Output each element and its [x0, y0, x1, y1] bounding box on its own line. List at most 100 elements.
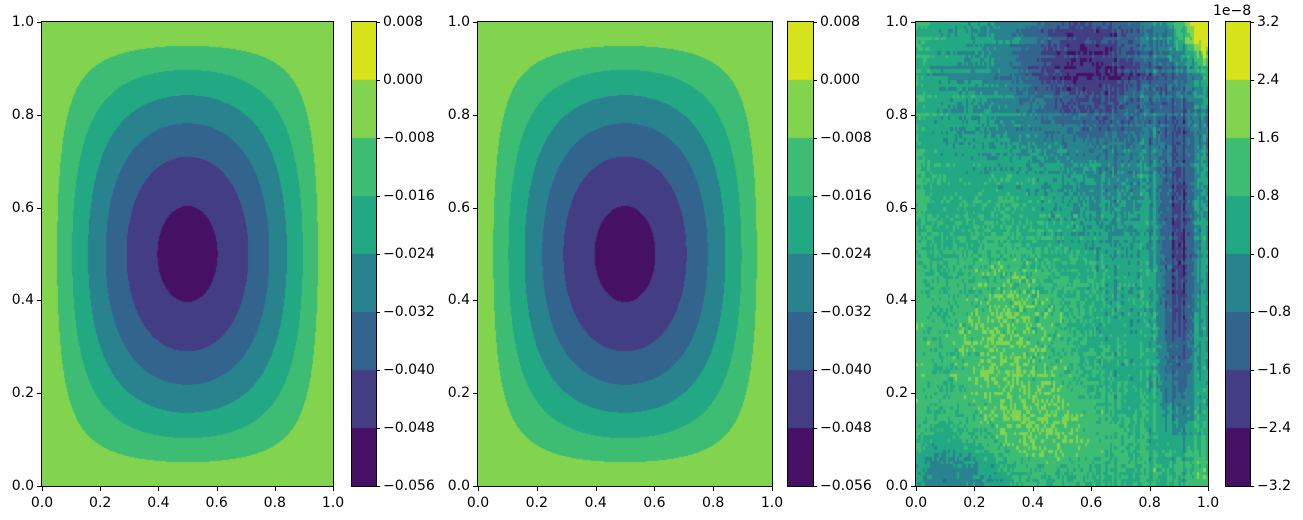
y-tick-mark — [911, 393, 915, 395]
y-tick-label: 0.4 — [11, 292, 34, 309]
colorbar-tick-mark — [376, 312, 380, 313]
y-tick-label: 0.2 — [885, 385, 908, 402]
y-tick-label: 1.0 — [11, 14, 34, 30]
colorbar-tick-mark — [1250, 370, 1254, 371]
x-tick-label: 0.8 — [263, 495, 286, 511]
colorbar-tick-mark — [813, 370, 817, 371]
y-tick-mark — [911, 300, 915, 302]
x-tick-mark — [974, 487, 976, 491]
colorbar-tick-mark — [813, 312, 817, 313]
y-tick-label: 0.6 — [885, 199, 908, 216]
y-tick-mark — [911, 22, 915, 23]
y-tick-label: 0.6 — [11, 199, 34, 216]
colorbar-tick-mark — [813, 486, 817, 487]
x-tick-label: 0.4 — [1021, 495, 1044, 511]
y-tick-mark — [473, 486, 477, 487]
colorbar-tick-label: −0.024 — [383, 246, 435, 262]
x-tick-label: 1.0 — [1196, 495, 1220, 511]
colorbar-tick-mark — [1250, 486, 1254, 487]
colorbar-tick-label: 0.000 — [383, 72, 424, 88]
y-tick-mark — [473, 207, 477, 209]
x-tick-label: 0.0 — [466, 495, 490, 511]
x-tick-label: 1.0 — [321, 495, 345, 511]
x-tick-mark — [654, 487, 656, 491]
colorbar-tick-mark — [1250, 254, 1254, 255]
x-tick-label: 0.8 — [702, 495, 725, 511]
x-tick-mark — [216, 487, 218, 491]
x-tick-label: 0.0 — [30, 495, 54, 511]
error-canvas — [916, 22, 1208, 486]
x-tick-label: 0.2 — [963, 495, 986, 511]
y-tick-label: 0.8 — [11, 106, 34, 123]
plot-error-field — [915, 21, 1209, 487]
colorbar-tick-label: −0.048 — [820, 420, 872, 436]
y-tick-label: 0.8 — [885, 106, 908, 123]
colorbar-tick-mark — [813, 428, 817, 429]
colorbar-tick-mark — [376, 428, 380, 429]
y-tick-mark — [473, 22, 477, 23]
x-tick-mark — [536, 487, 538, 491]
colorbar-tick-label: −0.008 — [383, 130, 435, 146]
y-tick-mark — [473, 393, 477, 395]
colorbar-error-scale-label: 1e−8 — [1213, 3, 1252, 19]
x-tick-label: 0.4 — [584, 495, 607, 511]
y-tick-mark — [911, 114, 915, 116]
y-tick-mark — [37, 22, 41, 23]
contour-canvas-computed — [42, 22, 333, 486]
colorbar-tick-label: −2.4 — [1257, 420, 1291, 436]
colorbar-tick-label: 0.008 — [383, 14, 424, 30]
colorbar-tick-mark — [376, 22, 380, 23]
colorbar-tick-label: 0.008 — [820, 14, 861, 30]
x-tick-mark — [1208, 487, 1209, 491]
y-tick-mark — [37, 207, 41, 209]
x-tick-mark — [100, 487, 102, 491]
colorbar-tick-mark — [813, 138, 817, 139]
y-tick-label: 0.0 — [11, 478, 34, 494]
colorbar-tick-label: −0.008 — [820, 130, 872, 146]
colorbar-tick-label: −0.040 — [820, 362, 872, 378]
colorbar-tick-label: −3.2 — [1257, 478, 1291, 494]
y-tick-mark — [37, 393, 41, 395]
x-tick-mark — [1149, 487, 1151, 491]
x-tick-label: 0.6 — [205, 495, 228, 511]
y-tick-label: 0.2 — [447, 385, 470, 402]
colorbar-tick-mark — [376, 254, 380, 255]
colorbar-tick-mark — [1250, 312, 1254, 313]
colorbar-tick-label: −0.016 — [383, 188, 435, 204]
colorbar-tick-label: 0.0 — [1257, 246, 1280, 262]
colorbar-tick-mark — [1250, 80, 1254, 81]
colorbar-exact — [787, 21, 814, 487]
colorbar-error — [1225, 21, 1251, 487]
x-tick-label: 0.2 — [89, 495, 112, 511]
y-tick-mark — [37, 300, 41, 302]
y-tick-mark — [473, 300, 477, 302]
colorbar-tick-label: 0.8 — [1257, 188, 1280, 204]
colorbar-tick-mark — [813, 80, 817, 81]
colorbar-tick-label: 0.000 — [820, 72, 861, 88]
colorbar-tick-label: 2.4 — [1257, 72, 1280, 88]
colorbar-tick-label: −0.048 — [383, 420, 435, 436]
colorbar-tick-mark — [376, 138, 380, 139]
y-tick-label: 0.4 — [447, 292, 470, 309]
x-tick-mark — [1091, 487, 1093, 491]
colorbar-tick-label: −1.6 — [1257, 362, 1291, 378]
colorbar-tick-mark — [376, 196, 380, 197]
colorbar-tick-label: −0.032 — [383, 304, 435, 320]
x-tick-mark — [595, 487, 597, 491]
colorbar-tick-mark — [376, 486, 380, 487]
colorbar-tick-mark — [813, 254, 817, 255]
y-tick-label: 0.0 — [885, 478, 908, 494]
colorbar-tick-mark — [813, 22, 817, 23]
colorbar-tick-label: −0.8 — [1257, 304, 1291, 320]
colorbar-tick-label: −0.056 — [820, 478, 872, 494]
x-tick-label: 0.4 — [147, 495, 170, 511]
y-tick-mark — [911, 207, 915, 209]
colorbar-tick-mark — [376, 80, 380, 81]
colorbar-tick-label: −0.024 — [820, 246, 872, 262]
y-tick-mark — [37, 114, 41, 116]
x-tick-label: 0.6 — [643, 495, 666, 511]
colorbar-canvas-computed — [352, 22, 376, 486]
colorbar-tick-label: 3.2 — [1257, 14, 1280, 30]
colorbar-tick-mark — [376, 370, 380, 371]
